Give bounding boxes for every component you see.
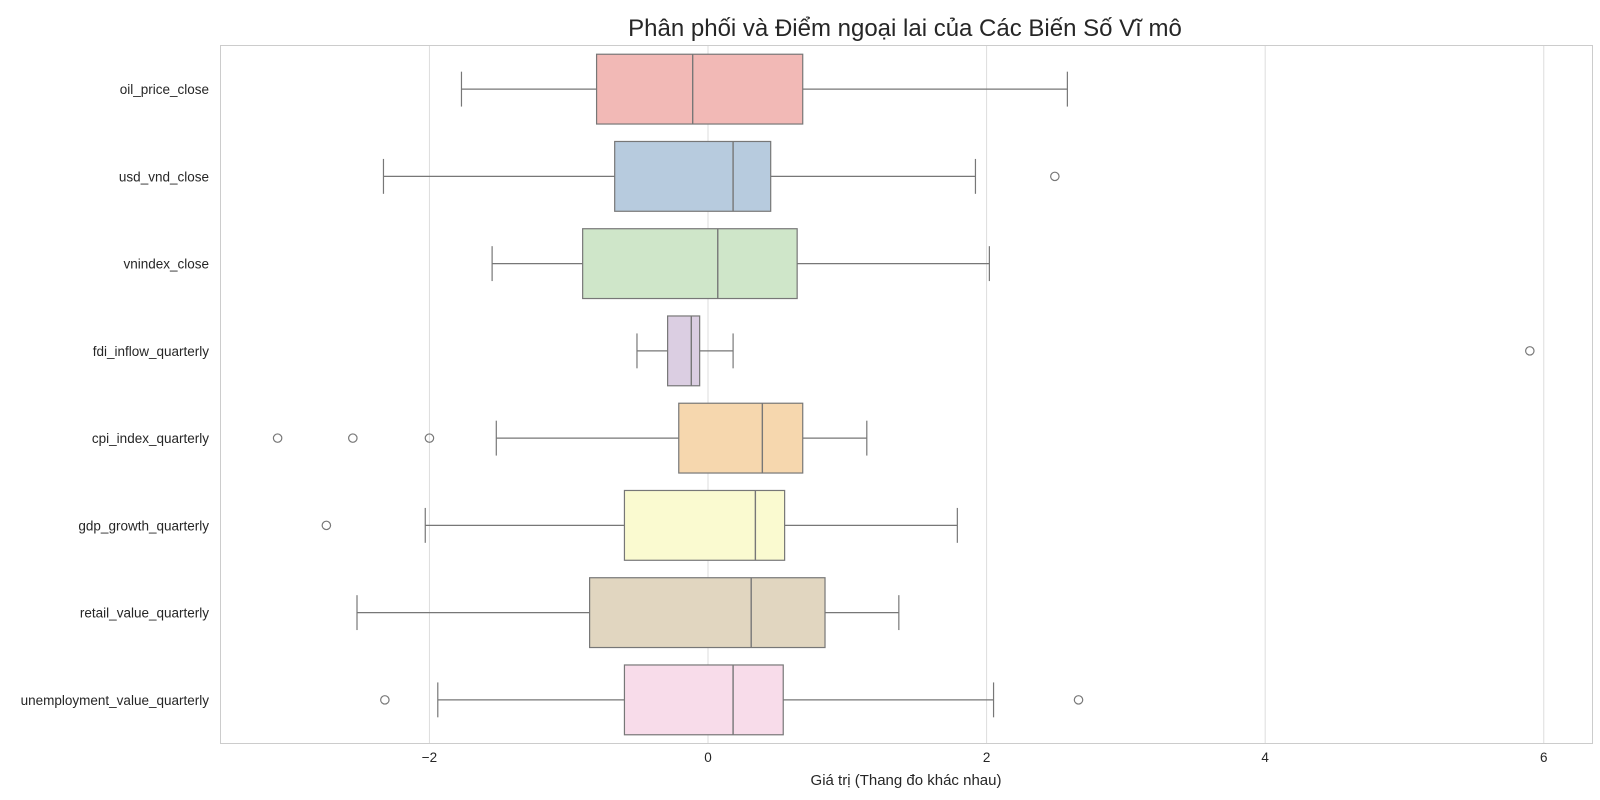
outlier-point: [424, 433, 435, 443]
iqr-box: [589, 577, 826, 649]
outlier-point: [348, 433, 358, 443]
x-tick-label: −2: [422, 750, 437, 765]
iqr-box: [678, 402, 804, 474]
x-tick-labels: −2 0 2 4 6: [422, 750, 1548, 765]
x-tick-label: 0: [704, 750, 712, 765]
x-tick-label: 2: [983, 750, 991, 765]
y-tick-labels: oil_price_close usd_vnd_close vnindex_clos…: [21, 82, 210, 708]
box-oil-price-close: [460, 53, 1068, 125]
y-tick-label: usd_vnd_close: [119, 169, 209, 184]
box-fdi-inflow-quarterly: [636, 315, 1535, 387]
box-retail-value-quarterly: [356, 577, 900, 649]
x-tick-label: 6: [1540, 750, 1548, 765]
outlier-point: [1073, 695, 1084, 705]
chart-title: Phân phối và Điểm ngoại lai của Các Biến…: [628, 15, 1182, 42]
plot-frame: [220, 45, 1593, 744]
y-tick-label: unemployment_value_quarterly: [21, 693, 210, 708]
iqr-box: [623, 489, 786, 561]
outlier-point: [1050, 171, 1060, 182]
box-cpi-index-quarterly: [272, 402, 868, 474]
y-tick-label: cpi_index_quarterly: [92, 431, 209, 446]
outlier-point: [272, 433, 283, 443]
y-tick-label: vnindex_close: [123, 257, 209, 272]
x-axis-label: Giá trị (Thang đo khác nhau): [811, 772, 1002, 789]
iqr-box: [667, 315, 701, 387]
iqr-box: [582, 228, 798, 300]
outlier-point: [380, 695, 390, 705]
box-series-group: [272, 53, 1535, 736]
y-tick-label: gdp_growth_quarterly: [78, 518, 209, 533]
y-tick-label: oil_price_close: [120, 82, 209, 97]
box-unemployment-value-quarterly: [380, 664, 1084, 736]
iqr-box: [595, 53, 804, 125]
box-usd-vnd-close: [382, 140, 1060, 212]
iqr-box: [614, 140, 772, 212]
box-vnindex-close: [491, 228, 990, 300]
outlier-point: [321, 520, 332, 531]
y-tick-label: fdi_inflow_quarterly: [93, 344, 210, 359]
outlier-point: [1525, 346, 1535, 356]
x-tick-label: 4: [1261, 750, 1269, 765]
y-tick-label: retail_value_quarterly: [80, 606, 209, 621]
iqr-box: [623, 664, 784, 736]
box-gdp-growth-quarterly: [321, 489, 958, 561]
